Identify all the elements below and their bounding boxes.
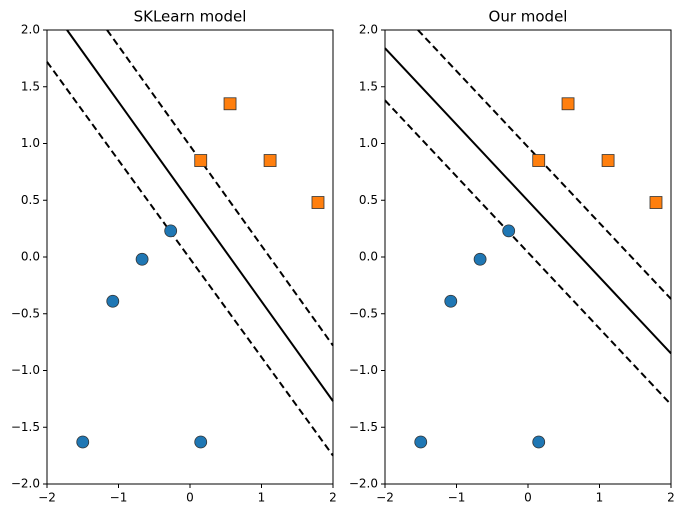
- boundary-line: [46, 61, 334, 457]
- y-tick-label: −1.5: [349, 420, 378, 434]
- y-tick-label: 2.0: [21, 23, 40, 37]
- y-tick-label: 1.5: [21, 79, 40, 93]
- axes-frame: [46, 29, 334, 485]
- x-tick-label: 2: [329, 491, 337, 505]
- point: [649, 196, 663, 209]
- point: [532, 154, 546, 167]
- y-tick-label: 0.5: [21, 193, 40, 207]
- x-tick-label: 1: [596, 491, 604, 505]
- point: [473, 252, 487, 266]
- point: [601, 154, 615, 167]
- point: [414, 435, 428, 449]
- boundary-line: [106, 29, 334, 347]
- y-tick-label: −2.0: [349, 477, 378, 491]
- x-tick-label: −2: [376, 491, 394, 505]
- y-tick-label: 0.0: [21, 250, 40, 264]
- y-tick-label: 1.0: [359, 136, 378, 150]
- y-tick-label: −1.5: [11, 420, 40, 434]
- boundary-line: [384, 47, 672, 355]
- point: [502, 224, 516, 238]
- point: [532, 435, 546, 449]
- y-tick-label: 0.5: [359, 193, 378, 207]
- y-tick-label: 0.0: [359, 250, 378, 264]
- point: [444, 294, 458, 308]
- y-tick-label: −1.0: [349, 363, 378, 377]
- y-tick-label: −0.5: [349, 306, 378, 320]
- x-tick-label: −1: [448, 491, 466, 505]
- point: [263, 154, 277, 167]
- y-tick-label: −0.5: [11, 306, 40, 320]
- point: [311, 196, 325, 209]
- point: [194, 435, 208, 449]
- chart-title: Our model: [489, 8, 568, 26]
- x-tick-label: 2: [667, 491, 675, 505]
- y-tick-label: 1.0: [21, 136, 40, 150]
- y-tick-label: −1.0: [11, 363, 40, 377]
- point: [135, 252, 149, 266]
- point: [76, 435, 90, 449]
- x-tick-label: 0: [524, 491, 532, 505]
- boundary-line: [384, 99, 672, 406]
- x-tick-label: −2: [38, 491, 56, 505]
- point: [194, 154, 208, 167]
- x-tick-label: 0: [186, 491, 194, 505]
- axes-frame: [384, 29, 672, 485]
- chart-title: SKLearn model: [134, 8, 247, 26]
- boundary-line: [66, 29, 334, 402]
- boundary-line: [417, 29, 672, 300]
- point: [106, 294, 120, 308]
- point: [223, 97, 237, 111]
- x-tick-label: 1: [258, 491, 266, 505]
- y-tick-label: −2.0: [11, 477, 40, 491]
- x-tick-label: −1: [110, 491, 128, 505]
- point: [164, 224, 178, 238]
- y-tick-label: 1.5: [359, 79, 378, 93]
- y-tick-label: 2.0: [359, 23, 378, 37]
- point: [561, 97, 575, 111]
